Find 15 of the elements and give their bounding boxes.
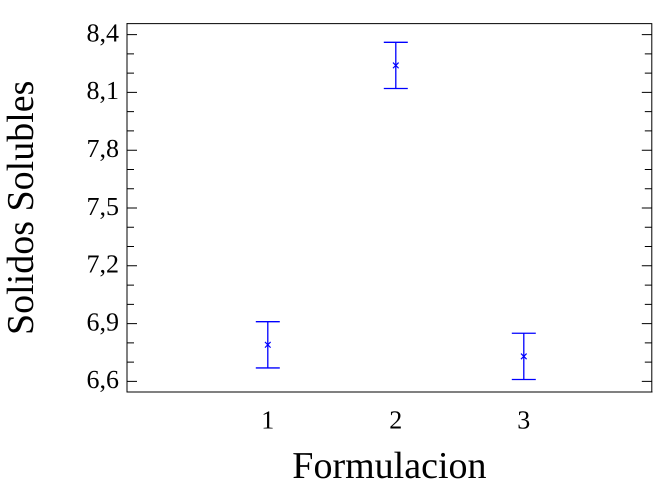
x-tick-label: 2 (389, 405, 402, 434)
x-tick-label: 1 (261, 405, 274, 434)
y-tick-label: 8,4 (86, 18, 119, 48)
y-tick-label: 7,5 (86, 192, 119, 221)
y-axis-title: Solidos Solubles (0, 80, 42, 336)
x-tick-label: 3 (517, 405, 530, 434)
point (392, 62, 400, 69)
y-tick-label: 8,1 (86, 76, 119, 106)
y-tick-label: 6,9 (86, 307, 119, 336)
x-axis-title: Formulacion (292, 445, 486, 488)
y-tick-label: 7,2 (86, 250, 119, 279)
y-tick-label: 6,6 (86, 365, 119, 394)
point (520, 352, 528, 360)
point (264, 341, 272, 348)
y-tick-label: 7,8 (86, 134, 119, 164)
